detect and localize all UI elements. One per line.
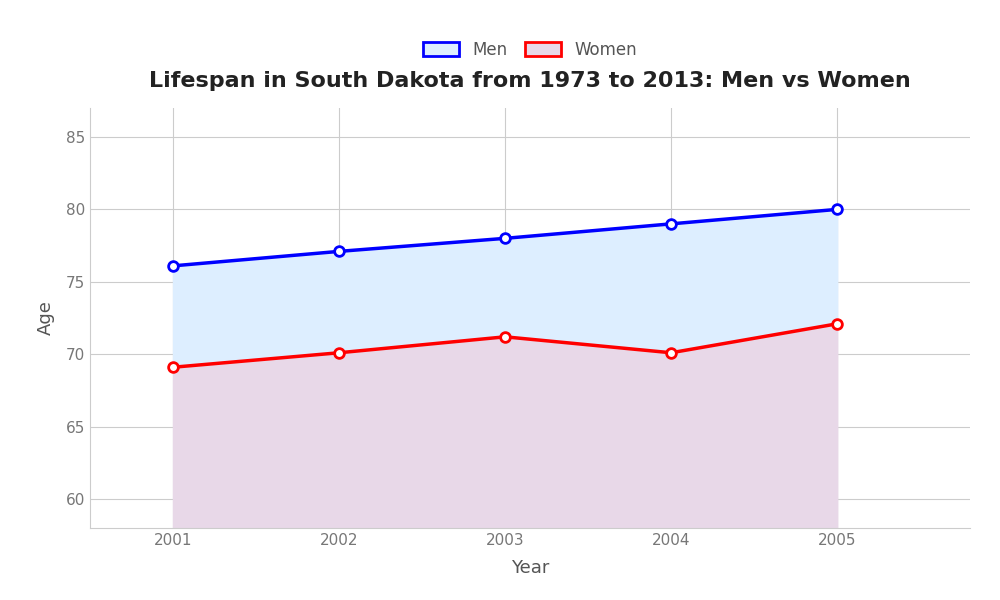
Legend: Men, Women: Men, Women	[423, 41, 637, 59]
Title: Lifespan in South Dakota from 1973 to 2013: Men vs Women: Lifespan in South Dakota from 1973 to 20…	[149, 71, 911, 91]
X-axis label: Year: Year	[511, 559, 549, 577]
Y-axis label: Age: Age	[37, 301, 55, 335]
